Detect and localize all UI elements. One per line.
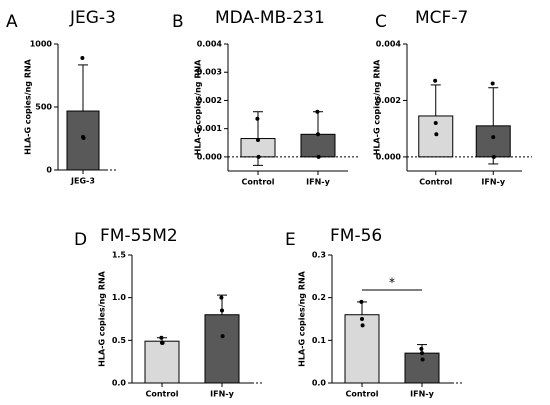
data-point <box>220 334 225 339</box>
y-tick-label: 500 <box>35 103 52 112</box>
y-tick-label: 0.004 <box>376 40 402 49</box>
data-point <box>433 121 438 126</box>
y-tick-label: 0.5 <box>112 336 127 345</box>
y-axis-label: HLA-G copies/ng RNA <box>298 270 307 367</box>
y-tick-label: 0.0 <box>312 379 327 388</box>
y-axis-label: HLA-G copies/ng RNA <box>24 58 33 155</box>
y-tick-label: 0.003 <box>197 68 222 77</box>
y-tick-label: 0.3 <box>312 251 326 260</box>
y-axis-label: HLA-G copies/ng RNA <box>98 270 107 367</box>
y-tick-label: 0 <box>46 166 52 175</box>
data-point <box>490 81 495 86</box>
data-point <box>359 299 364 304</box>
panel-letter: C <box>375 12 387 32</box>
data-point <box>434 132 439 137</box>
data-point <box>256 154 261 159</box>
y-axis-label: HLA-G copies/ng RNA <box>373 59 382 156</box>
x-tick-label: Control <box>345 390 378 399</box>
x-tick-label: IFN-y <box>306 178 330 187</box>
x-tick-label: IFN-y <box>481 178 505 187</box>
bar <box>300 133 336 158</box>
bar <box>418 115 454 158</box>
data-point <box>360 323 365 328</box>
data-point <box>419 346 424 351</box>
panel-letter: B <box>172 12 184 32</box>
chart-title: FM-56 <box>330 226 382 246</box>
y-tick-label: 0.004 <box>197 40 223 49</box>
data-point <box>420 351 424 356</box>
chart-title: JEG-3 <box>69 8 116 28</box>
data-point <box>81 135 86 140</box>
data-point <box>80 55 85 60</box>
data-point <box>315 109 320 114</box>
y-tick-label: 0.002 <box>376 96 401 105</box>
data-point <box>220 308 224 313</box>
y-tick-label: 0.0 <box>112 379 127 388</box>
panel-letter: E <box>285 230 296 250</box>
y-tick-label: 1.5 <box>112 251 127 260</box>
x-tick-label: JEG-3 <box>70 177 95 186</box>
data-point <box>316 154 321 159</box>
y-tick-label: 0.000 <box>197 152 223 161</box>
data-point <box>360 317 364 321</box>
x-tick-label: Control <box>241 178 274 187</box>
data-point <box>159 335 164 340</box>
chart-title: MDA-MB-231 <box>215 8 325 28</box>
x-tick-label: IFN-y <box>410 390 434 399</box>
x-tick-label: Control <box>419 178 452 187</box>
y-tick-label: 1000 <box>30 40 53 49</box>
bar <box>404 352 440 384</box>
y-tick-label: 0.2 <box>312 293 326 302</box>
data-point <box>255 116 260 121</box>
y-tick-label: 0.000 <box>376 152 402 161</box>
y-tick-label: 1.0 <box>112 293 127 302</box>
x-tick-label: IFN-y <box>210 390 234 399</box>
significance-label: * <box>389 276 395 290</box>
data-point <box>433 78 438 83</box>
x-tick-label: Control <box>145 390 178 399</box>
panel-letter: A <box>6 12 18 32</box>
y-tick-label: 0.1 <box>312 336 327 345</box>
panel-letter: D <box>74 230 87 250</box>
bar <box>475 125 511 158</box>
chart-title: MCF-7 <box>415 8 468 28</box>
bar <box>144 340 180 384</box>
bar <box>204 314 240 384</box>
data-point <box>491 154 496 159</box>
y-tick-label: 0.002 <box>197 96 222 105</box>
bar <box>66 110 100 171</box>
data-point <box>219 295 224 300</box>
data-point <box>256 137 260 142</box>
y-axis-label: HLA-G copies/ng RNA <box>194 59 203 156</box>
data-point <box>316 132 320 137</box>
data-point <box>160 340 165 345</box>
data-point <box>420 357 425 362</box>
data-point <box>491 135 496 140</box>
chart-title: FM-55M2 <box>100 226 178 246</box>
y-tick-label: 0.001 <box>197 124 223 133</box>
